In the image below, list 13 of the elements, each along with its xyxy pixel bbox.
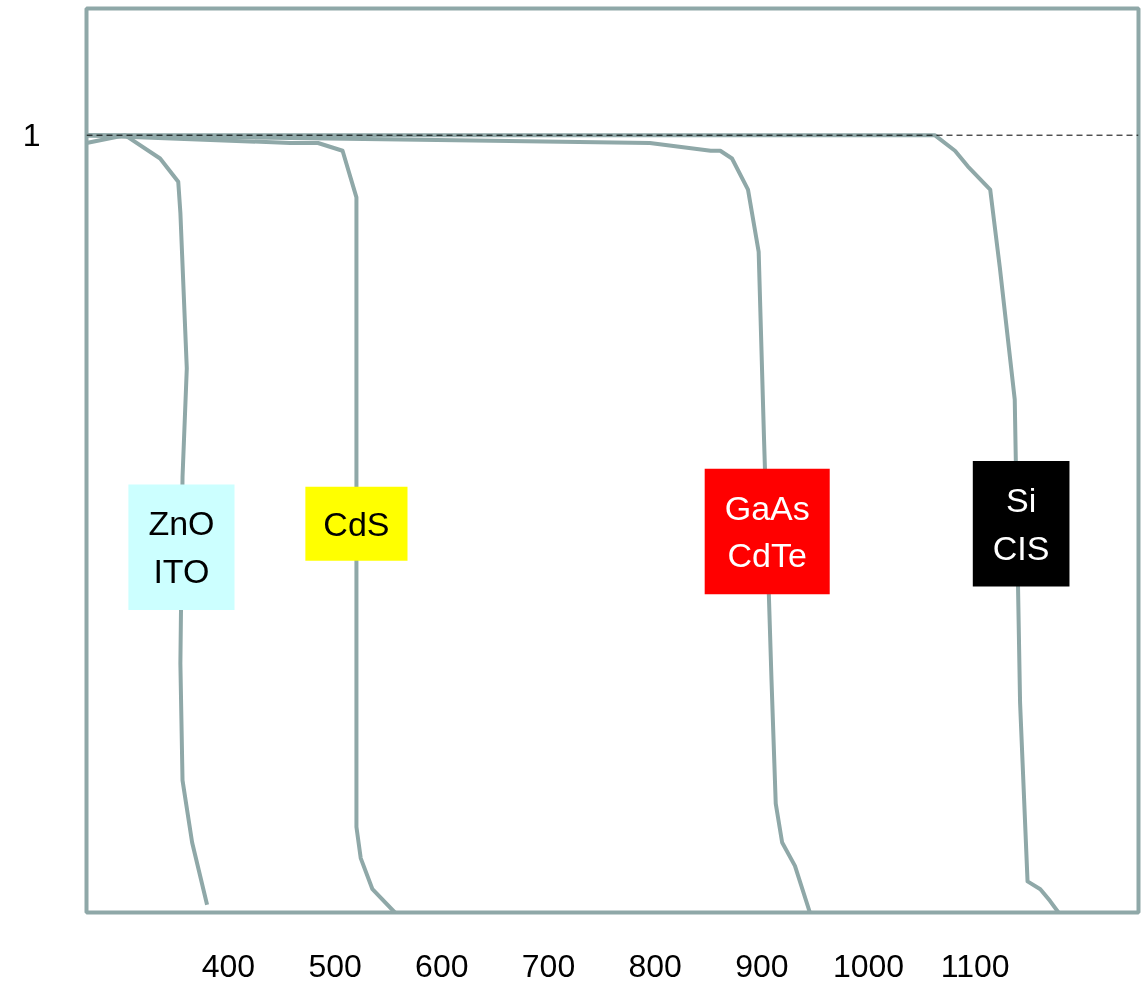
x-tick-label: 1100 [940,947,1010,984]
annotation: ZnO ITO [148,504,215,590]
x-tick-label: 400 [201,947,256,984]
annotation: Si CIS [992,481,1050,567]
x-tick-label: 600 [415,947,469,984]
x-tick-label: 1000 [832,947,905,984]
x-tick-label: 700 [521,947,576,984]
ref-line-label: 1 [22,117,41,154]
annotation: GaAs CdTe [724,488,810,575]
x-tick-label: 800 [628,947,682,984]
x-tick-label: 900 [735,947,789,984]
x-tick-label: 500 [308,947,362,984]
annotation: CdS [323,504,390,543]
